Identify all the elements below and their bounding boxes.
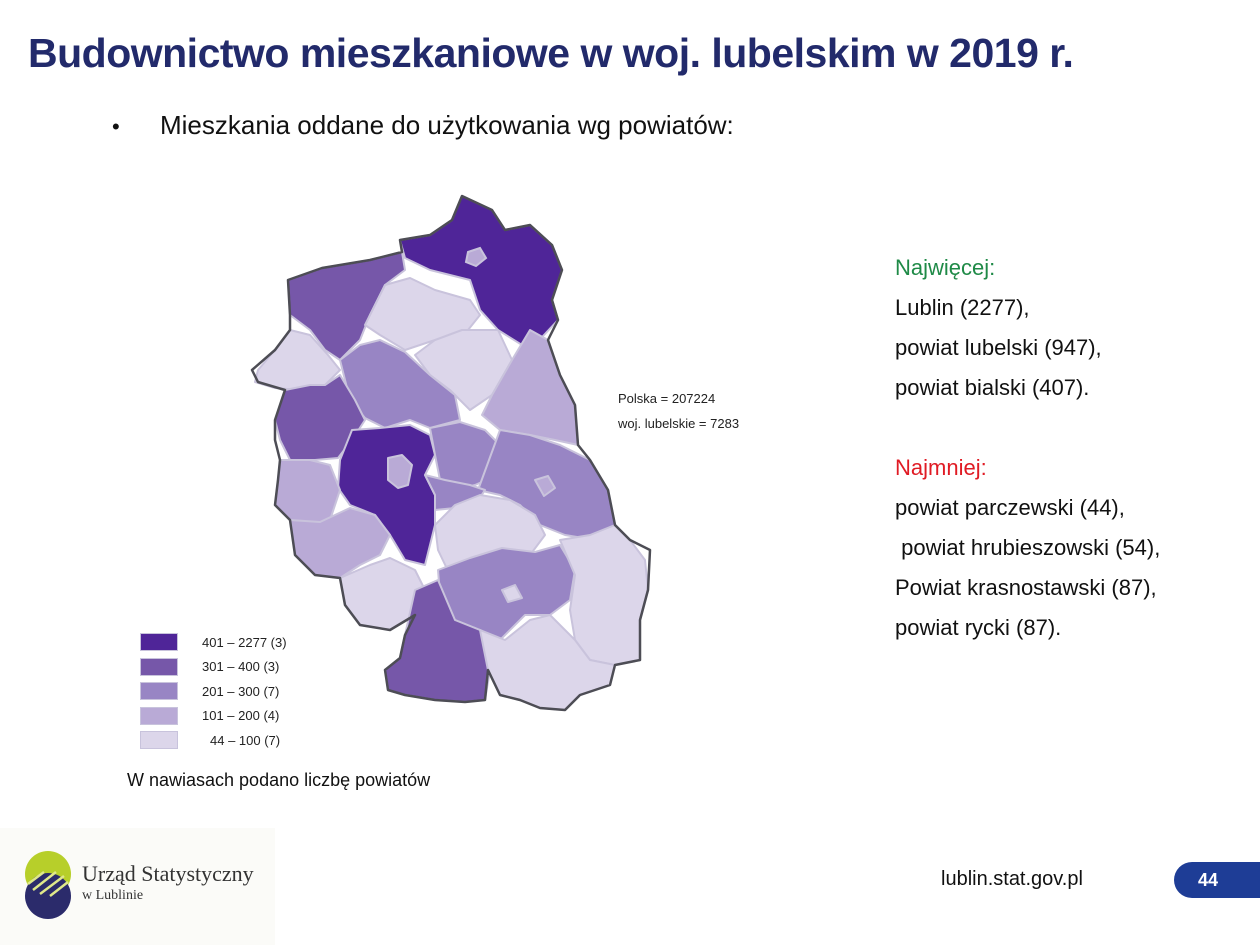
legend-row: 44 – 100 (7) [140,728,287,753]
least-item: powiat parczewski (44), [895,495,1125,520]
legend-label: 101 – 200 (4) [202,708,280,724]
least-heading: Najmniej: [895,455,987,480]
legend-row: 301 – 400 (3) [140,655,287,680]
region-zamosc-city [501,584,523,603]
region-chelm-city [534,475,556,497]
most-item: powiat lubelski (947), [895,335,1102,360]
legend-swatch [140,731,178,750]
stats-spacer [895,408,1160,448]
logo-name: Urząd Statystyczny [82,861,254,886]
legend-swatch [140,633,178,652]
legend-label: 44 – 100 (7) [210,732,281,748]
stats-panel: Najwięcej: Lublin (2277), powiat lubelsk… [895,248,1160,648]
bullet-text: Mieszkania oddane do użytkowania wg powi… [160,110,734,140]
logo-circles-icon [25,851,71,919]
legend-note: W nawiasach podano liczbę powiatów [127,770,431,790]
page-number-badge: 44 [1174,862,1260,898]
least-item: powiat hrubieszowski (54), [895,535,1161,560]
website-link[interactable]: lublin.stat.gov.pl [941,868,1083,890]
most-item: Lublin (2277), [895,295,1030,320]
legend-row: 401 – 2277 (3) [140,630,287,655]
slide-title: Budownictwo mieszkaniowe w woj. lubelski… [28,30,1074,76]
voivodeship-border [250,194,652,712]
map-legend: 401 – 2277 (3) 301 – 400 (3) 201 – 300 (… [140,630,287,753]
polska-total-label: Polska = 207224 [618,391,716,406]
legend-label: 201 – 300 (7) [202,683,280,699]
logo-subtitle: w Lublinie [82,888,144,903]
legend-row: 101 – 200 (4) [140,704,287,729]
most-item: powiat bialski (407). [895,375,1090,400]
legend-swatch [140,706,178,725]
legend-swatch [140,657,178,676]
region-lubelski [337,424,436,566]
region-parczewski [414,329,513,411]
region-lublin-city [387,454,413,489]
lubelskie-map [230,190,770,720]
most-heading: Najwięcej: [895,255,996,280]
legend-label: 401 – 2277 (3) [202,634,287,650]
least-item: powiat rycki (87). [895,615,1062,640]
legend-label: 301 – 400 (3) [202,659,280,675]
bullet-dot-icon: • [112,114,120,139]
region-biala-city [464,246,488,268]
office-logo: Urząd Statystyczny w Lublinie [0,828,275,945]
least-item: Powiat krasnostawski (87), [895,575,1157,600]
bullet-item: • Mieszkania oddane do użytkowania wg pow… [112,110,734,141]
legend-swatch [140,682,178,701]
lubelskie-total-label: woj. lubelskie = 7283 [618,416,740,431]
legend-row: 201 – 300 (7) [140,679,287,704]
